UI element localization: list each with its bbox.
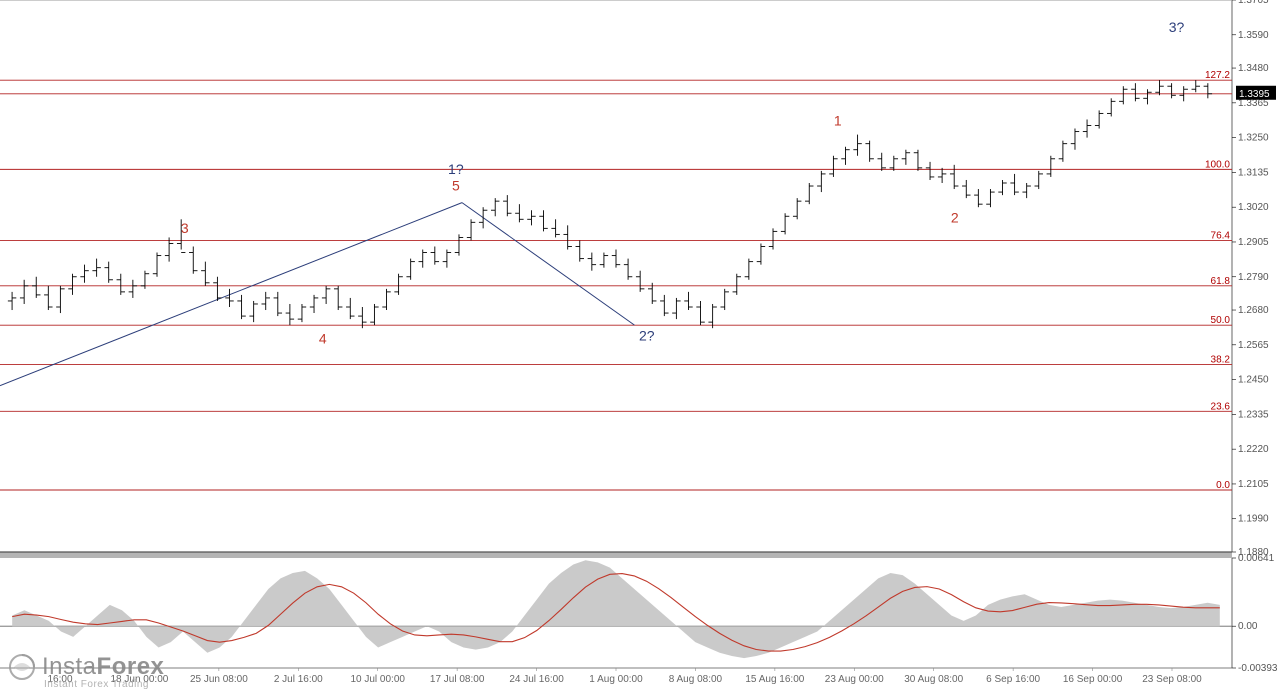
svg-text:1.2790: 1.2790: [1238, 272, 1269, 283]
instaforex-logo-icon: [8, 653, 36, 681]
svg-text:76.4: 76.4: [1211, 230, 1231, 241]
svg-text:61.8: 61.8: [1211, 276, 1231, 287]
svg-text:1.3705: 1.3705: [1238, 0, 1269, 6]
svg-text:10 Jul 00:00: 10 Jul 00:00: [350, 674, 405, 685]
svg-text:23 Aug 00:00: 23 Aug 00:00: [825, 674, 884, 685]
svg-text:3?: 3?: [1169, 19, 1185, 35]
chart-svg: 1.18801.19901.21051.22201.23351.24501.25…: [0, 0, 1280, 689]
svg-text:30 Aug 08:00: 30 Aug 08:00: [904, 674, 963, 685]
svg-text:16 Sep 00:00: 16 Sep 00:00: [1063, 674, 1123, 685]
watermark-brand-b: Forex: [97, 653, 165, 680]
svg-text:50.0: 50.0: [1211, 315, 1231, 326]
svg-text:2 Jul 16:00: 2 Jul 16:00: [274, 674, 323, 685]
svg-text:25 Jun 08:00: 25 Jun 08:00: [190, 674, 248, 685]
svg-text:3: 3: [181, 220, 189, 236]
svg-text:1.3480: 1.3480: [1238, 63, 1269, 74]
svg-text:1: 1: [834, 113, 842, 129]
svg-text:1.2905: 1.2905: [1238, 237, 1269, 248]
svg-text:1.1990: 1.1990: [1238, 514, 1269, 525]
svg-text:1.2220: 1.2220: [1238, 444, 1269, 455]
svg-text:1 Aug 00:00: 1 Aug 00:00: [589, 674, 643, 685]
svg-text:1.2680: 1.2680: [1238, 305, 1269, 316]
svg-text:15 Aug 16:00: 15 Aug 16:00: [745, 674, 804, 685]
svg-text:1.3395: 1.3395: [1239, 89, 1270, 100]
svg-text:-0.00393: -0.00393: [1238, 663, 1278, 674]
watermark: InstaForex Instant Forex Trading: [8, 653, 164, 681]
svg-text:2: 2: [951, 209, 959, 225]
watermark-brand-a: Insta: [42, 653, 97, 680]
svg-text:1.2105: 1.2105: [1238, 479, 1269, 490]
svg-text:1.3020: 1.3020: [1238, 202, 1269, 213]
svg-text:24 Jul 16:00: 24 Jul 16:00: [509, 674, 564, 685]
svg-text:1.2335: 1.2335: [1238, 409, 1269, 420]
svg-text:4: 4: [319, 330, 327, 346]
svg-text:1.2565: 1.2565: [1238, 340, 1269, 351]
svg-text:17 Jul 08:00: 17 Jul 08:00: [430, 674, 485, 685]
svg-text:100.0: 100.0: [1205, 159, 1230, 170]
svg-text:6 Sep 16:00: 6 Sep 16:00: [986, 674, 1040, 685]
watermark-brand: InstaForex: [42, 653, 164, 681]
svg-text:23.6: 23.6: [1211, 401, 1231, 412]
chart-container: 1.18801.19901.21051.22201.23351.24501.25…: [0, 0, 1280, 689]
svg-text:127.2: 127.2: [1205, 70, 1230, 81]
svg-text:1.2450: 1.2450: [1238, 375, 1269, 386]
svg-text:2?: 2?: [639, 327, 655, 343]
svg-text:1?: 1?: [448, 161, 464, 177]
watermark-tagline: Instant Forex Trading: [44, 679, 149, 689]
svg-text:0.00641: 0.00641: [1238, 553, 1275, 564]
svg-text:38.2: 38.2: [1211, 354, 1231, 365]
svg-text:0.00: 0.00: [1238, 621, 1258, 632]
svg-text:1.3250: 1.3250: [1238, 133, 1269, 144]
svg-text:1.3135: 1.3135: [1238, 167, 1269, 178]
svg-text:1.3590: 1.3590: [1238, 30, 1269, 41]
svg-text:23 Sep 08:00: 23 Sep 08:00: [1142, 674, 1202, 685]
svg-text:0.0: 0.0: [1216, 480, 1230, 491]
svg-text:5: 5: [452, 178, 460, 194]
svg-text:8 Aug 08:00: 8 Aug 08:00: [669, 674, 723, 685]
